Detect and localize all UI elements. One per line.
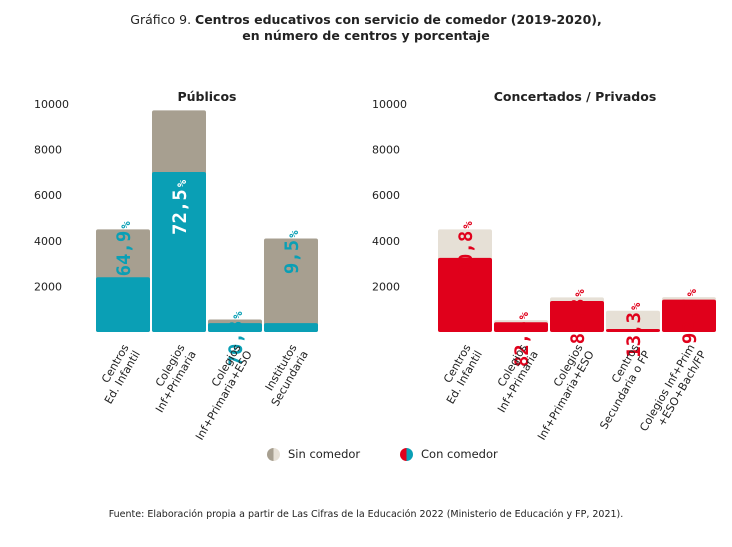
bar-con-comedor-centros-ed-infantil	[438, 257, 492, 332]
y-tick-label: 6000	[372, 189, 400, 202]
x-tick-label-colegios-inf-primaria: ColegiosInf+Primaria	[484, 342, 541, 415]
percentage-value: 89,8	[567, 299, 589, 345]
y-tick-label: 8000	[372, 144, 400, 157]
title-main: Centros educativos con servicio de comed…	[195, 12, 602, 27]
percentage-label-institutos-secundaria: 9,5%	[281, 230, 303, 274]
x-tick-label-institutos-secundaria: InstitutosSecundaria	[257, 342, 311, 409]
percentage-value: 13,3	[623, 312, 645, 358]
percentage-value: 72,5	[169, 189, 191, 235]
bar-con-comedor-colegios-inf-primaria	[494, 322, 548, 332]
y-tick-label: 4000	[34, 235, 62, 248]
panel-title-p-blicos: Públicos	[177, 89, 236, 104]
bar-con-comedor-colegios-inf-prim-eso-bach-fp	[662, 299, 716, 332]
percentage-value: 9,5	[281, 240, 303, 274]
bar-con-comedor-colegios-inf-primaria	[152, 171, 206, 332]
title-lead: Gráfico 9.	[130, 12, 192, 27]
bar-sin-comedor-centros-secundaria-o-fp	[606, 310, 660, 332]
percentage-value: 64,9	[113, 231, 135, 277]
percentage-label-colegios-inf-primaria-eso: 70,8%	[225, 311, 247, 367]
legend-label-con-comedor: Con comedor	[421, 447, 498, 461]
panel-title-concertados-privados: Concertados / Privados	[494, 89, 657, 104]
legend-item-sin-comedor: Sin comedor	[267, 447, 360, 461]
percentage-label-colegios-inf-primaria-eso: 89,8%	[567, 289, 589, 345]
percentage-label-colegios-inf-primaria: 82,4%	[511, 311, 533, 367]
percentage-value: 92,7	[679, 298, 701, 344]
bar-con-comedor-colegios-inf-primaria-eso	[550, 300, 604, 332]
x-tick-label-centros-ed-infantil: CentrosEd. Infantil	[433, 342, 485, 406]
percentage-sign: %	[231, 311, 245, 319]
y-tick-label: 4000	[372, 235, 400, 248]
percentage-sign: %	[629, 302, 643, 310]
legend-swatch-sin-comedor	[267, 447, 280, 461]
chart-canvas: Públicos 2000 4000 6000 8000 10000 64,9% Centro…	[34, 89, 716, 440]
chart-title: Gráfico 9. Centros educativos con servic…	[0, 12, 732, 44]
y-tick-label: 10000	[34, 98, 69, 111]
percentage-sign: %	[287, 230, 301, 238]
y-tick-label: 6000	[34, 189, 62, 202]
percentage-sign: %	[685, 288, 699, 296]
y-tick-label: 2000	[372, 280, 400, 293]
percentage-sign: %	[461, 221, 475, 229]
source-note: Fuente: Elaboración propia a partir de L…	[108, 509, 624, 520]
y-tick-label: 2000	[34, 280, 62, 293]
percentage-sign: %	[119, 221, 133, 229]
legend: Sin comedor Con comedor	[0, 447, 732, 465]
percentage-label-centros-ed-infantil: 80,8%	[455, 221, 477, 277]
percentage-sign: %	[175, 179, 189, 187]
bar-sin-comedor-institutos-secundaria	[264, 238, 318, 332]
legend-item-con-comedor: Con comedor	[400, 447, 498, 461]
percentage-value: 82,4	[511, 321, 533, 367]
bar-con-comedor-centros-ed-infantil	[96, 277, 150, 332]
percentage-label-centros-ed-infantil: 64,9%	[113, 221, 135, 277]
bar-con-comedor-centros-secundaria-o-fp	[606, 329, 660, 332]
percentage-sign: %	[573, 289, 587, 297]
y-tick-label: 10000	[372, 98, 407, 111]
percentage-sign: %	[517, 311, 531, 319]
y-tick-label: 8000	[34, 144, 62, 157]
title-sub: en número de centros y porcentaje	[242, 28, 490, 43]
bar-con-comedor-institutos-secundaria	[264, 323, 318, 332]
x-tick-label-centros-ed-infantil: CentrosEd. Infantil	[91, 342, 143, 406]
percentage-label-centros-secundaria-o-fp: 13,3%	[623, 302, 645, 358]
bar-con-comedor-colegios-inf-primaria-eso	[208, 323, 262, 332]
legend-label-sin-comedor: Sin comedor	[288, 447, 361, 461]
percentage-label-colegios-inf-prim-eso-bach-fp: 92,7%	[679, 288, 701, 344]
percentage-value: 80,8	[455, 231, 477, 277]
percentage-label-colegios-inf-primaria: 72,5%	[169, 179, 191, 235]
x-tick-label-colegios-inf-primaria: ColegiosInf+Primaria	[142, 342, 199, 415]
percentage-value: 70,8	[225, 321, 247, 367]
legend-swatch-con-comedor	[400, 447, 413, 461]
